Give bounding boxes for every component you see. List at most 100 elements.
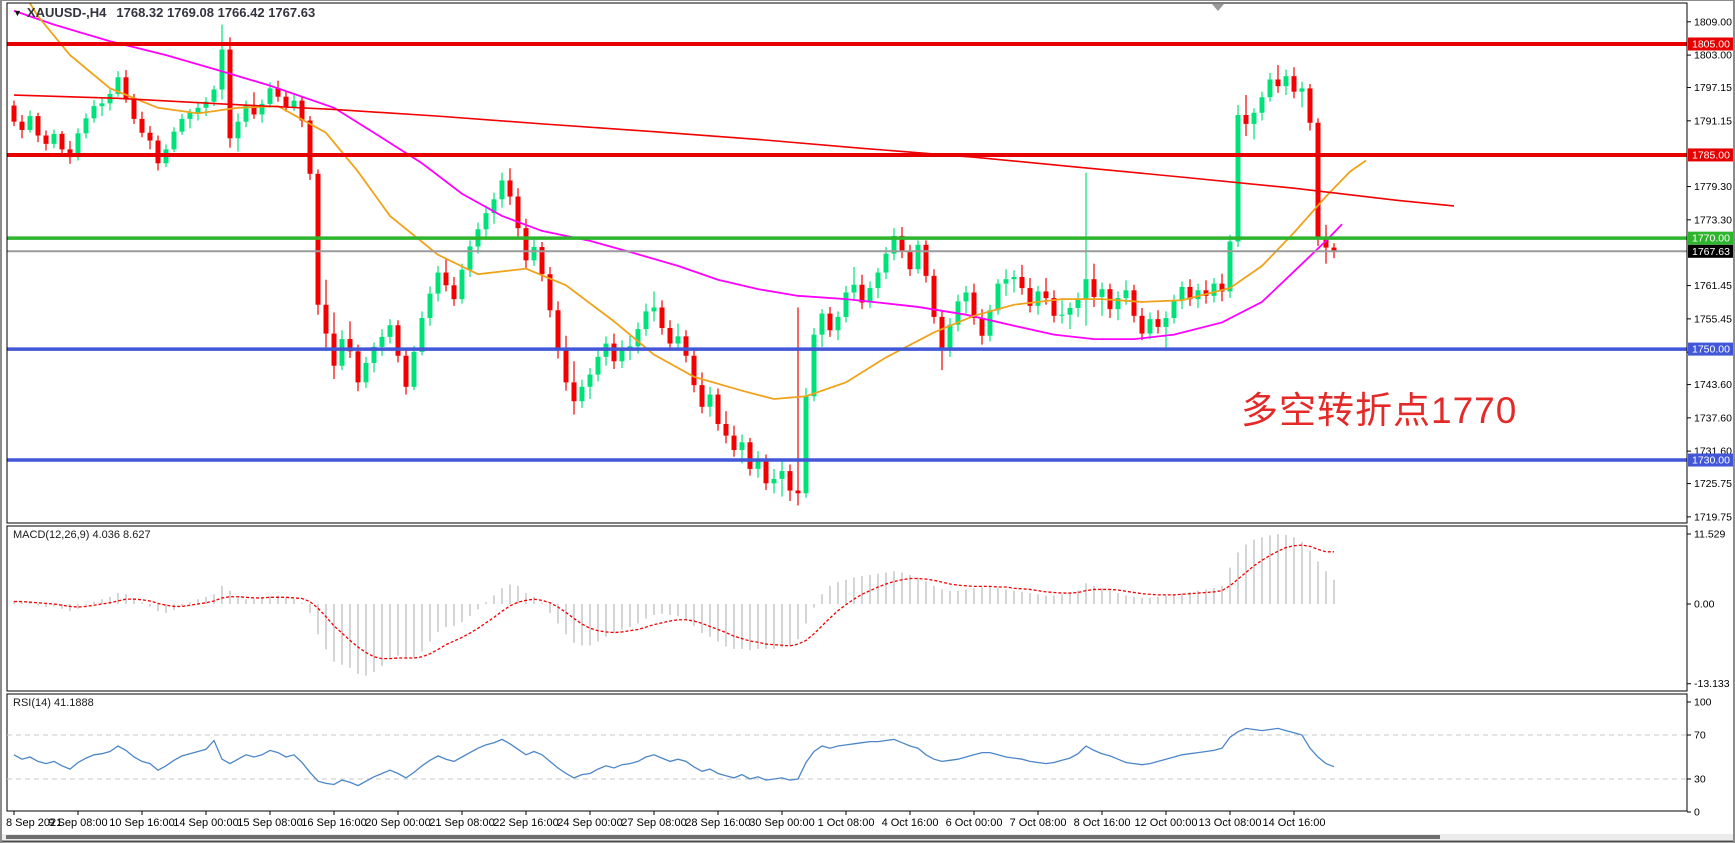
ohlc-values: 1768.32 1769.08 1766.42 1767.63 — [116, 5, 316, 20]
candle-bear — [1019, 276, 1025, 289]
candle-bull — [91, 106, 97, 119]
price-axis-label: 1773.30 — [1694, 214, 1732, 226]
candle-bear — [1243, 115, 1249, 124]
candle-bear — [787, 471, 793, 491]
candle-bear — [443, 272, 449, 286]
candle-bull — [83, 118, 89, 134]
price-badge-1805.00 — [1688, 37, 1734, 51]
price-axis-label: 1791.15 — [1694, 115, 1732, 127]
price-badge-label: 1770.00 — [1692, 233, 1730, 245]
symbol-dropdown-icon[interactable]: ▼ — [13, 8, 22, 18]
price-badge-1730.00 — [1688, 453, 1734, 467]
time-axis-label: 1 Oct 08:00 — [818, 817, 875, 829]
candle-bear — [131, 98, 137, 119]
candle-bull — [1123, 290, 1129, 299]
window-right-border — [1733, 0, 1735, 843]
candle-bull — [1035, 291, 1041, 306]
candle-bull — [51, 133, 57, 144]
time-axis-label: 8 Sep 2021 — [6, 817, 62, 829]
candle-bull — [643, 311, 649, 330]
candle-bull — [779, 471, 785, 479]
candle-bear — [555, 310, 561, 350]
macd-axis-label: -13.133 — [1694, 678, 1730, 690]
candle-bear — [763, 458, 769, 484]
candle-bear — [1203, 290, 1209, 296]
price-badge-1750.00 — [1688, 342, 1734, 356]
candle-bull — [483, 213, 489, 230]
window-left-border — [0, 0, 2, 843]
candle-bull — [27, 116, 33, 130]
candle-bear — [251, 105, 257, 115]
candle-bull — [491, 199, 497, 214]
candle-bear — [299, 100, 305, 121]
macd-axis-label: 0.00 — [1694, 599, 1715, 611]
time-axis-label: 10 Sep 16:00 — [109, 817, 174, 829]
candle-bear — [1331, 247, 1337, 252]
chart-shift-marker-icon — [1212, 4, 1224, 11]
candle-bull — [883, 253, 889, 273]
candle-bear — [971, 292, 977, 319]
candle-bull — [867, 288, 873, 303]
rsi-axis-label: 30 — [1694, 774, 1706, 786]
time-axis-label: 4 Oct 16:00 — [882, 817, 939, 829]
candle-bull — [803, 396, 809, 494]
candle-bull — [1179, 286, 1185, 301]
candle-bull — [851, 284, 857, 293]
time-axis-label: 7 Oct 08:00 — [1010, 817, 1067, 829]
price-axis-label: 1725.75 — [1694, 478, 1732, 490]
candle-bear — [515, 196, 521, 229]
candle-bear — [323, 304, 329, 334]
rsi-panel-frame — [6, 693, 1688, 812]
candle-bear — [659, 307, 665, 329]
candle-bull — [235, 121, 241, 139]
candle-bear — [691, 355, 697, 386]
candle-bull — [1267, 79, 1273, 98]
candle-bull — [203, 101, 209, 108]
candle-bull — [267, 88, 273, 104]
chart-title-bar[interactable]: ▼ XAUUSD-,H4 1768.32 1769.08 1766.42 1767.… — [13, 5, 315, 20]
price-axis-label: 1797.15 — [1694, 82, 1732, 94]
candle-bear — [979, 318, 985, 336]
candle-bull — [1115, 298, 1121, 310]
candle-bull — [379, 336, 385, 347]
macd-panel-frame — [6, 525, 1688, 692]
time-axis-label: 12 Oct 00:00 — [1135, 817, 1198, 829]
main-panel-frame — [6, 2, 1688, 524]
candle-bear — [1155, 319, 1161, 327]
candle-bear — [1027, 288, 1033, 306]
candle-bull — [75, 133, 81, 158]
candle-bull — [99, 103, 105, 107]
candle-bull — [947, 324, 953, 351]
candle-bull — [1011, 276, 1017, 280]
candle-bull — [467, 246, 473, 270]
candle-bull — [211, 89, 217, 102]
candle-bear — [19, 121, 25, 130]
candle-bear — [723, 423, 729, 436]
price-axis-label: 1761.45 — [1694, 280, 1732, 292]
candle-bear — [43, 135, 49, 144]
candle-bear — [683, 336, 689, 356]
candle-bull — [363, 362, 369, 383]
candle-bear — [507, 180, 513, 197]
time-axis-label: 8 Oct 16:00 — [1074, 817, 1131, 829]
candle-bull — [875, 272, 881, 289]
candle-bull — [707, 394, 713, 407]
candle-bear — [1275, 79, 1281, 87]
candle-bull — [995, 283, 1001, 311]
candle-bull — [427, 293, 433, 319]
price-badge-label: 1750.00 — [1692, 344, 1730, 356]
candle-bear — [355, 351, 361, 383]
candle-bull — [1067, 308, 1073, 315]
time-axis-label: 13 Oct 08:00 — [1199, 817, 1262, 829]
candle-bull — [387, 325, 393, 337]
candle-bear — [1323, 237, 1329, 248]
candle-bear — [923, 244, 929, 276]
candle-bear — [1187, 286, 1193, 300]
candle-bear — [539, 247, 545, 275]
candle-bull — [459, 269, 465, 300]
candle-bear — [747, 442, 753, 469]
candle-bear — [1315, 122, 1321, 238]
horizontal-scrollbar-thumb[interactable] — [6, 835, 1440, 839]
candle-bear — [403, 355, 409, 387]
